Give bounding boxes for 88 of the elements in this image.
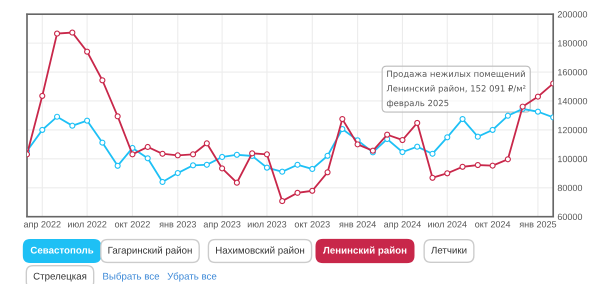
point xyxy=(54,114,60,120)
point xyxy=(309,188,316,194)
x-tick-label: янв 2024 xyxy=(339,221,376,228)
point xyxy=(204,162,210,168)
point xyxy=(190,162,196,168)
point xyxy=(264,151,270,158)
point xyxy=(159,150,166,157)
point xyxy=(279,198,286,204)
point xyxy=(354,141,361,148)
point xyxy=(279,168,286,175)
x-tick-label: окт 2024 xyxy=(475,221,510,228)
point xyxy=(219,165,226,172)
y-tick-label: 120000 xyxy=(558,126,588,134)
point xyxy=(459,164,466,170)
x-tick-label: июл 2023 xyxy=(248,221,286,228)
y-tick-label: 100000 xyxy=(558,156,588,162)
point xyxy=(84,48,90,55)
point xyxy=(204,140,210,146)
point xyxy=(54,30,60,37)
point xyxy=(444,170,450,176)
point xyxy=(219,154,226,160)
text: Ленинский район xyxy=(323,246,406,256)
y-tick-label: 60000 xyxy=(558,214,582,220)
x-tick-label: апр 2024 xyxy=(384,221,421,230)
x-tick-label: окт 2023 xyxy=(294,221,330,228)
text: Выбрать все xyxy=(103,272,160,282)
text: Нахимовский район xyxy=(216,246,304,256)
point xyxy=(174,152,181,158)
point xyxy=(504,156,511,162)
point xyxy=(414,120,420,126)
text: Убрать все xyxy=(167,272,216,282)
point xyxy=(249,150,256,156)
y-tick-label: 140000 xyxy=(558,98,588,104)
point xyxy=(459,116,466,122)
text: Летчики xyxy=(431,246,466,254)
point xyxy=(490,162,496,169)
point xyxy=(234,152,240,158)
point xyxy=(324,152,331,159)
point xyxy=(69,30,76,36)
point xyxy=(399,136,406,144)
point xyxy=(144,144,151,150)
point xyxy=(384,132,390,138)
point xyxy=(69,122,76,129)
x-tick-label: июл 2022 xyxy=(68,221,106,228)
point xyxy=(129,151,136,158)
point xyxy=(474,162,481,168)
point xyxy=(234,180,240,186)
point xyxy=(174,170,181,176)
text: Гагаринский район xyxy=(108,246,192,256)
point xyxy=(39,126,46,133)
point xyxy=(309,166,316,172)
point xyxy=(429,174,436,181)
x-tick-label: янв 2025 xyxy=(519,221,556,228)
text: Стрелецкая xyxy=(34,272,86,282)
point xyxy=(399,148,406,156)
point xyxy=(294,190,301,196)
point xyxy=(444,134,450,140)
point xyxy=(324,169,331,176)
point xyxy=(114,162,121,169)
text: Севастополь xyxy=(30,246,94,254)
point xyxy=(490,126,496,133)
point xyxy=(429,150,436,157)
point xyxy=(534,108,541,115)
x-tick-label: окт 2022 xyxy=(114,221,150,228)
annotation: Продажа нежилых помещений Ленинский район, 152 091 ₽/м² февраль 2025 xyxy=(386,70,526,108)
point xyxy=(99,77,106,84)
y-tick-label: 80000 xyxy=(558,184,582,192)
point xyxy=(504,112,511,119)
point xyxy=(159,178,166,186)
x-tick-label: апр 2023 xyxy=(204,221,240,230)
point xyxy=(474,134,481,140)
point xyxy=(339,116,346,122)
x-tick-label: июл 2024 xyxy=(428,221,467,228)
y-tick-label: 160000 xyxy=(558,69,588,76)
point xyxy=(414,144,420,150)
point xyxy=(114,113,121,120)
y-tick-label: 200000 xyxy=(558,11,588,18)
point xyxy=(39,92,46,99)
point xyxy=(190,151,196,158)
y-tick-label: 180000 xyxy=(558,40,588,46)
x-tick-label: янв 2023 xyxy=(159,221,196,228)
point xyxy=(84,118,90,124)
point xyxy=(144,155,151,162)
point xyxy=(294,162,301,168)
point xyxy=(264,164,270,171)
point xyxy=(99,140,106,146)
point xyxy=(534,94,541,100)
x-tick-label: апр 2022 xyxy=(24,221,61,230)
